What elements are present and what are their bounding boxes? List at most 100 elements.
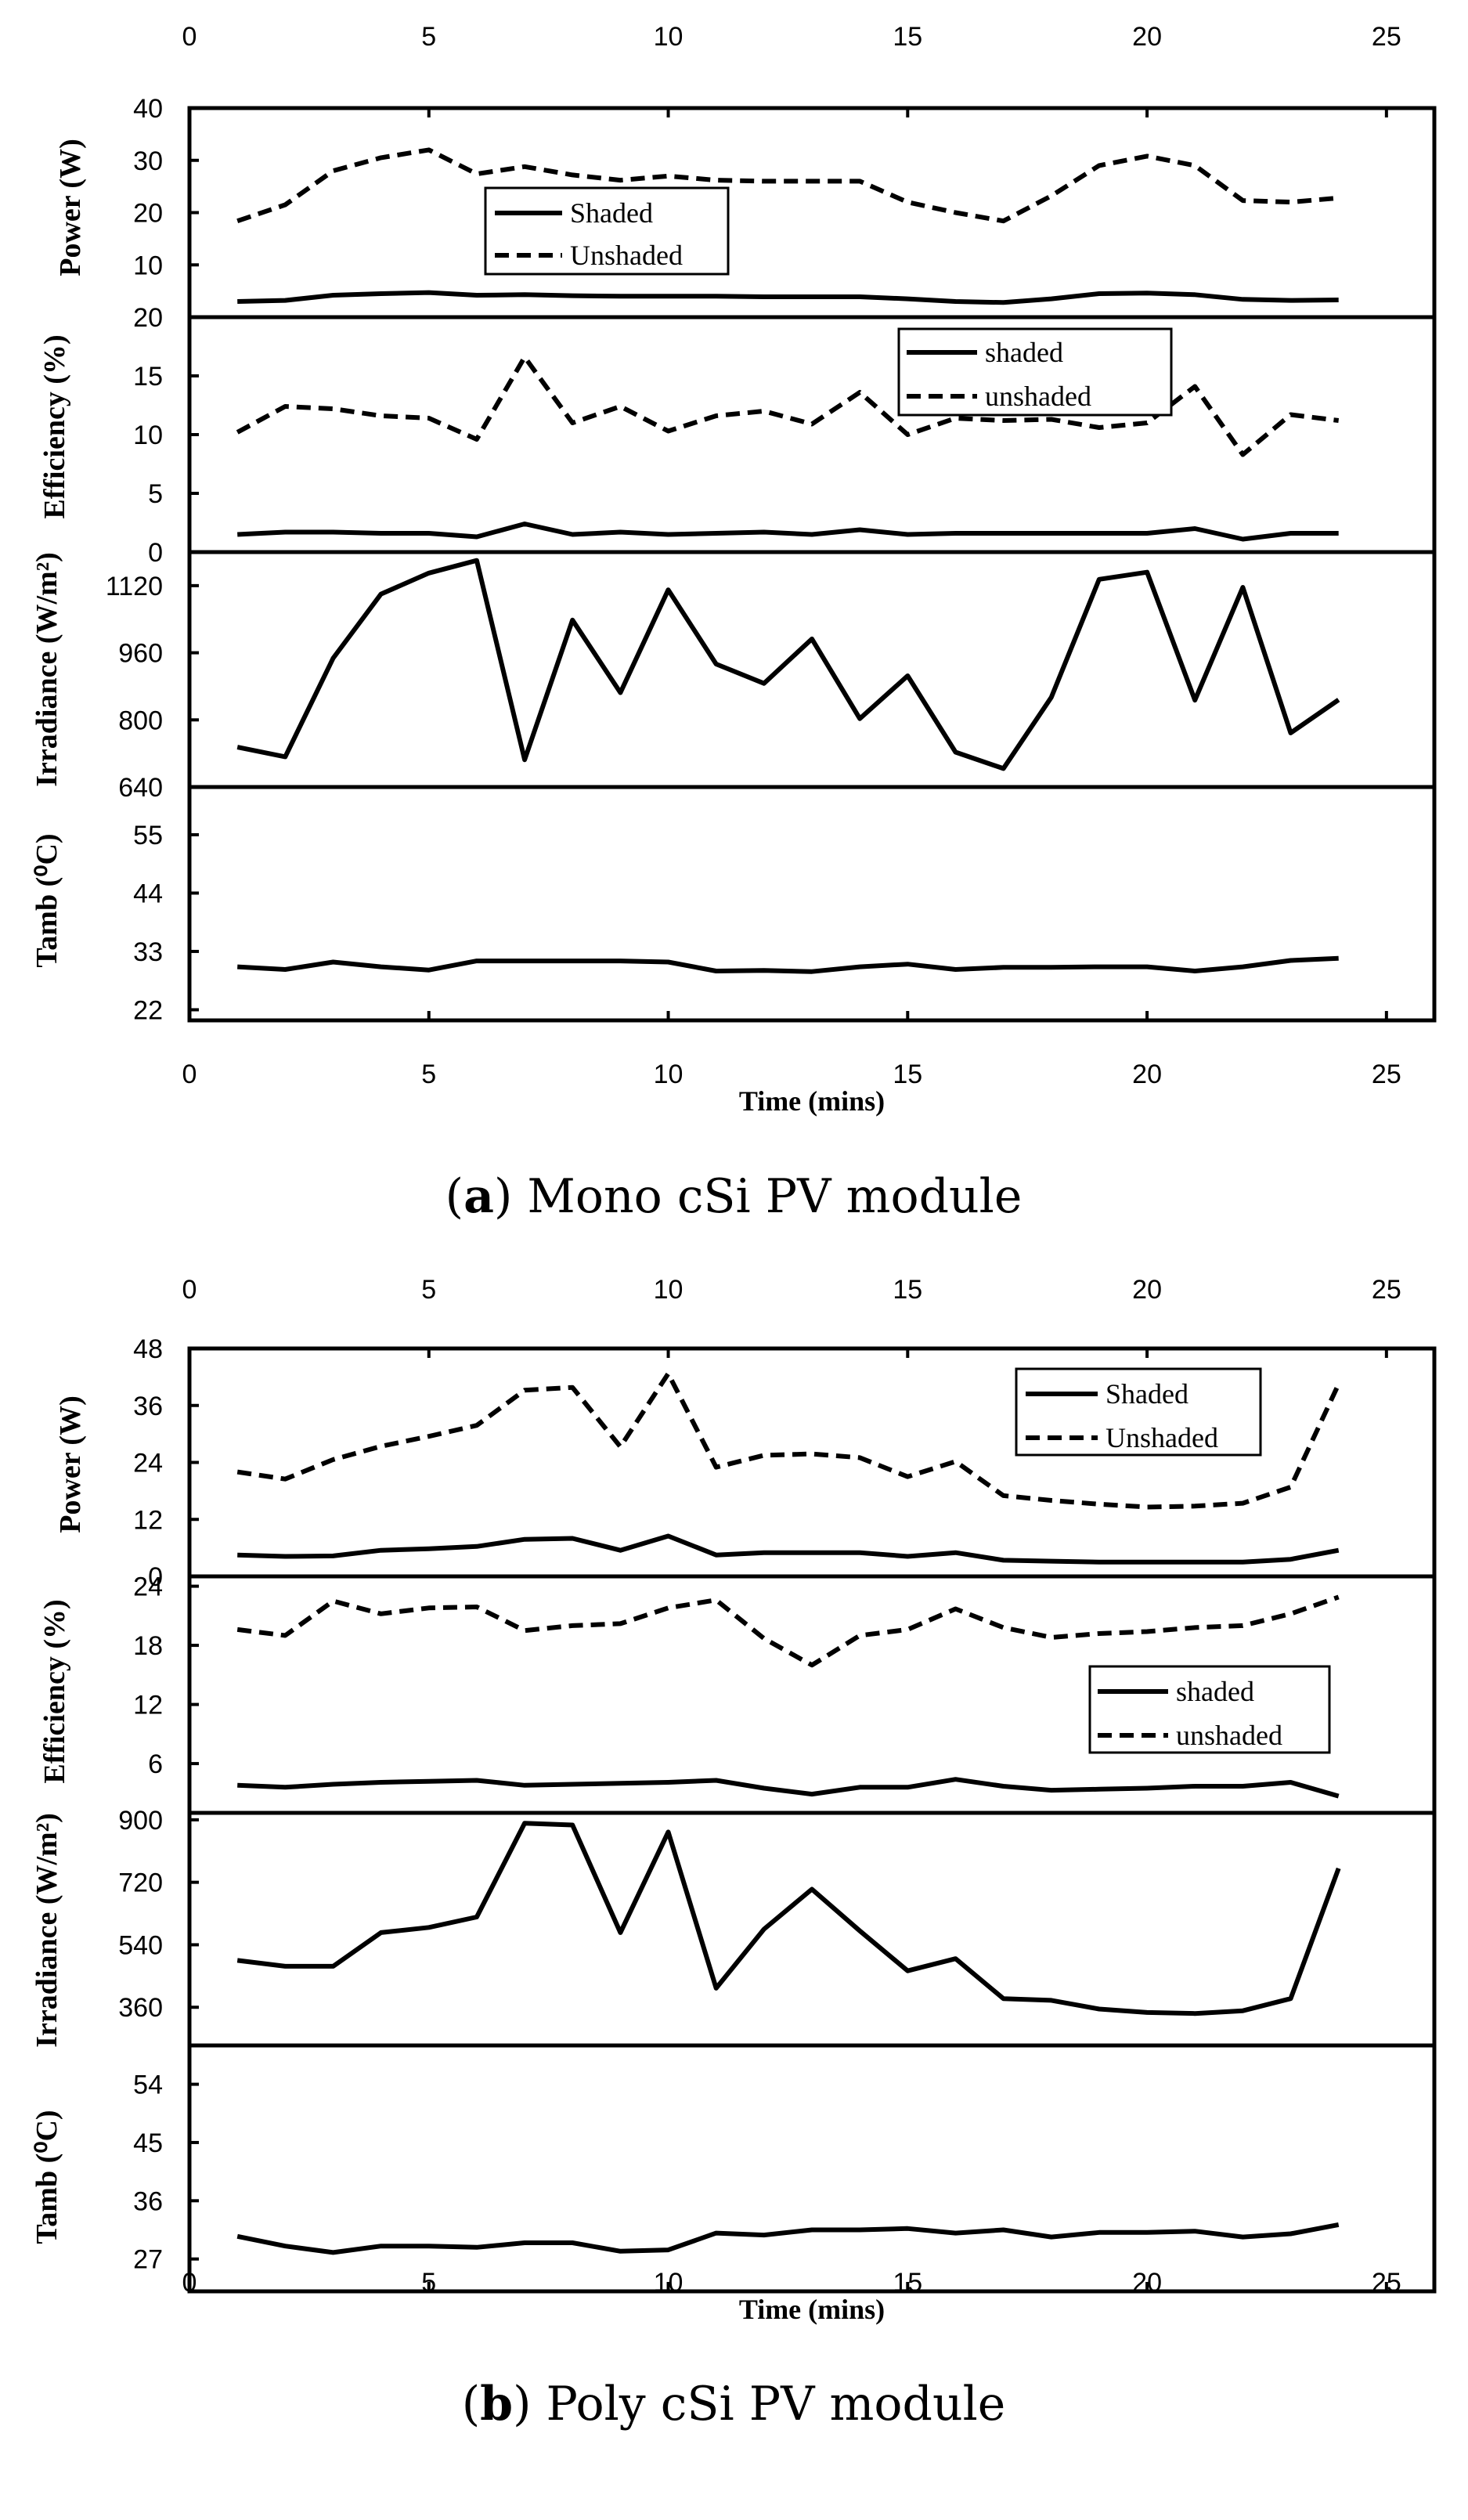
caption-label: b xyxy=(480,2377,513,2432)
legend-entry: Shaded xyxy=(570,197,653,229)
y-axis-label: Power (W) xyxy=(54,1395,87,1533)
series-line-irradiance xyxy=(236,1821,1341,2016)
y-tick-label: 10 xyxy=(133,421,163,450)
legend-entry: shaded xyxy=(985,337,1063,368)
legend-box xyxy=(1015,1367,1262,1457)
x-tick-label-bottom: 20 xyxy=(1132,2268,1162,2298)
y-tick-label: 44 xyxy=(133,879,163,908)
y-tick-label: 20 xyxy=(133,303,163,333)
legend: Shaded Unshaded xyxy=(1015,1367,1262,1457)
legend: shaded unshaded xyxy=(1088,1665,1331,1754)
y-tick-label: 1120 xyxy=(106,572,163,601)
y-tick-label: 720 xyxy=(118,1868,163,1898)
x-tick-label-top: 20 xyxy=(1132,1275,1162,1305)
series-line-tamb xyxy=(236,2222,1340,2255)
panel-1: 10 20 30 40 Power (W) Shaded Unshaded xyxy=(54,94,1437,320)
x-tick-label-top: 15 xyxy=(893,22,922,52)
panel-frame xyxy=(187,315,1437,554)
y-tick-label: 20 xyxy=(133,199,163,229)
y-tick-label: 45 xyxy=(133,2128,163,2158)
y-tick-label: 15 xyxy=(133,362,163,392)
figure-caption: (a) Mono cSi PV module xyxy=(445,1169,1023,1224)
y-tick-label: 27 xyxy=(133,2245,163,2275)
y-axis-label: Tamb (⁰C) xyxy=(31,2110,63,2244)
series-line-unshaded xyxy=(236,1594,1340,1668)
y-tick-label: 800 xyxy=(118,706,163,735)
y-axis-label: Efficiency (%) xyxy=(38,1599,71,1783)
caption-paren: ( xyxy=(445,1169,463,1224)
y-tick-label: 960 xyxy=(118,639,163,669)
caption-paren: ( xyxy=(462,2377,480,2432)
x-tick-label-top: 25 xyxy=(1372,1275,1401,1305)
x-axis-label: Time (mins) xyxy=(739,1085,885,1117)
caption-label: a xyxy=(463,1169,494,1224)
legend: shaded unshaded xyxy=(897,327,1173,417)
x-tick-label-bottom: 5 xyxy=(421,1060,436,1089)
y-tick-label: 640 xyxy=(118,773,163,803)
y-tick-label: 12 xyxy=(133,1691,163,1720)
y-tick-label: 30 xyxy=(133,146,163,176)
y-tick-label: 10 xyxy=(133,251,163,280)
panel-4: 27 36 45 54 Tamb (⁰C) xyxy=(31,2043,1437,2294)
x-tick-label-bottom: 25 xyxy=(1372,2268,1401,2298)
x-tick-label-bottom: 5 xyxy=(421,2268,436,2298)
figure-a-mono-csi: 0 5 10 15 20 25 10 20 30 40 Power (W) Shaded Unshade… xyxy=(31,22,1437,1224)
x-tick-label-top: 15 xyxy=(893,1275,922,1305)
legend: Shaded Unshaded xyxy=(484,186,730,276)
legend-box xyxy=(897,327,1173,417)
y-tick-label: 360 xyxy=(118,1993,163,2023)
x-axis-label: Time (mins) xyxy=(739,2294,885,2325)
panel-2: 6 12 18 24 Efficiency (%) shaded unshaded xyxy=(38,1572,1437,1815)
legend-entry: unshaded xyxy=(1176,1720,1282,1751)
y-tick-label: 33 xyxy=(133,937,163,967)
x-tick-label-bottom: 10 xyxy=(654,2268,684,2298)
x-tick-label-bottom: 15 xyxy=(893,2268,922,2298)
legend-box xyxy=(484,186,730,276)
y-tick-label: 0 xyxy=(148,1562,163,1592)
series-line-unshaded xyxy=(236,147,1339,224)
x-tick-label-top: 0 xyxy=(182,1275,197,1305)
legend-entry: Shaded xyxy=(1106,1378,1188,1410)
x-tick-label-bottom: 25 xyxy=(1372,1060,1401,1089)
x-tick-label-top: 10 xyxy=(654,22,684,52)
y-tick-label: 24 xyxy=(133,1449,163,1478)
y-tick-label: 40 xyxy=(133,94,163,124)
y-tick-label: 48 xyxy=(133,1334,163,1364)
panel-frame xyxy=(187,2043,1437,2294)
y-tick-label: 12 xyxy=(133,1505,163,1535)
y-tick-label: 0 xyxy=(148,538,163,568)
legend-box xyxy=(1088,1665,1331,1754)
x-tick-label-top: 5 xyxy=(421,1275,436,1305)
figure-caption: (b) Poly cSi PV module xyxy=(462,2377,1006,2432)
y-tick-label: 22 xyxy=(133,995,163,1025)
y-tick-label: 540 xyxy=(118,1930,163,1960)
y-axis-label: Efficiency (%) xyxy=(38,334,71,518)
legend-entry: unshaded xyxy=(985,381,1091,412)
panel-4: 22 33 44 55 Tamb (⁰C) xyxy=(31,785,1437,1025)
y-tick-label: 36 xyxy=(133,2186,163,2216)
y-tick-label: 6 xyxy=(148,1749,163,1779)
y-tick-label: 900 xyxy=(118,1806,163,1836)
x-tick-label-bottom: 15 xyxy=(893,1060,922,1089)
caption-text: ) Poly cSi PV module xyxy=(513,2377,1005,2432)
y-tick-label: 36 xyxy=(133,1392,163,1421)
x-tick-label-bottom: 10 xyxy=(654,1060,684,1089)
y-tick-label: 18 xyxy=(133,1631,163,1661)
x-tick-label-bottom: 0 xyxy=(182,1060,197,1089)
y-tick-label: 24 xyxy=(133,1572,163,1602)
panel-1: 0 12 24 36 48 Power (W) Shaded Unshaded xyxy=(54,1334,1437,1592)
x-tick-label-bottom: 0 xyxy=(182,2268,197,2298)
y-axis-label: Tamb (⁰C) xyxy=(31,833,63,967)
y-tick-label: 55 xyxy=(133,821,163,850)
y-tick-label: 54 xyxy=(133,2071,163,2100)
x-tick-label-top: 10 xyxy=(654,1275,684,1305)
panel-3: 360 540 720 900 Irradiance (W/m²) xyxy=(31,1806,1437,2048)
x-tick-label-top: 20 xyxy=(1132,22,1162,52)
series-line-shaded xyxy=(237,522,1339,542)
panel-frame xyxy=(187,550,1437,789)
series-line-shaded xyxy=(237,1777,1340,1799)
series-line-shaded xyxy=(237,290,1339,305)
y-axis-label: Irradiance (W/m²) xyxy=(31,1813,63,2048)
panel-frame xyxy=(187,106,1437,320)
